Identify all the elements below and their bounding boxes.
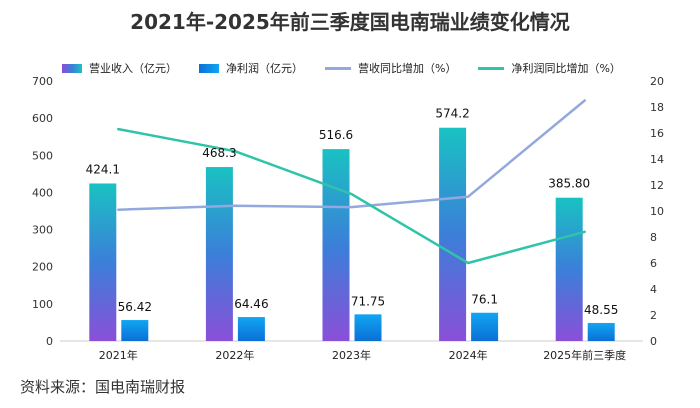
legend-label-revenue: 营业收入（亿元） xyxy=(89,62,177,75)
legend-label-profit: 净利润（亿元） xyxy=(226,62,303,75)
legend-item-revenue: 营业收入（亿元） xyxy=(62,60,177,76)
profit-growth-line xyxy=(117,127,586,265)
profit-data-label: 48.55 xyxy=(584,303,618,317)
revenue-data-label: 516.6 xyxy=(319,128,353,142)
profit-bar xyxy=(471,312,499,341)
profit-data-label: 76.1 xyxy=(471,293,498,307)
y-left-tick-label: 500 xyxy=(32,149,53,162)
revenue-bar xyxy=(205,167,233,341)
x-tick-label: 2021年 xyxy=(99,348,138,362)
data-labels: 424.1 56.42 468.3 64.46 516.6 71.75 574.2 76.1 3… xyxy=(86,107,619,317)
legend: 营业收入（亿元） 净利润（亿元） 营收同比增加（%） 净利润同比增加（%） xyxy=(62,60,643,76)
profit-bar xyxy=(237,317,265,341)
legend-label-revenue-growth: 营收同比增加（%） xyxy=(358,62,457,75)
revenue-bar xyxy=(322,149,350,341)
revenue-bar xyxy=(89,183,117,341)
y-left-tick-label: 100 xyxy=(32,298,53,311)
legend-item-profit-growth: 净利润同比增加（%） xyxy=(478,60,621,76)
legend-swatch-revenue xyxy=(62,63,82,73)
profit-bar xyxy=(354,314,382,341)
legend-swatch-profit xyxy=(199,63,219,73)
legend-swatch-profit-growth xyxy=(478,66,505,70)
x-tick-label: 2022年 xyxy=(215,348,254,362)
y-left-tick-label: 400 xyxy=(32,186,53,199)
line-series xyxy=(117,99,586,265)
profit-data-label: 56.42 xyxy=(118,300,152,314)
revenue-bar xyxy=(555,197,583,341)
y-right-tick-label: 10 xyxy=(650,205,664,218)
bar-series xyxy=(89,127,615,342)
revenue-data-label: 574.2 xyxy=(435,107,469,121)
legend-label-profit-growth: 净利润同比增加（%） xyxy=(511,62,621,75)
legend-item-profit: 净利润（亿元） xyxy=(199,60,303,76)
revenue-data-label: 468.3 xyxy=(202,146,236,160)
y-right-tick-label: 14 xyxy=(650,153,664,166)
profit-bar xyxy=(121,320,149,341)
revenue-bar xyxy=(439,127,467,342)
legend-item-revenue-growth: 营收同比增加（%） xyxy=(325,60,456,76)
y-left-tick-label: 200 xyxy=(32,261,53,274)
revenue-data-label: 385.80 xyxy=(548,177,590,191)
legend-swatch-revenue-growth xyxy=(325,66,351,70)
x-axis-labels: 2021年 2022年 2023年 2024年 2025年前三季度 xyxy=(99,348,626,362)
y-left-tick-label: 300 xyxy=(32,224,53,237)
y-right-tick-label: 8 xyxy=(650,231,657,244)
revenue-data-label: 424.1 xyxy=(86,162,120,176)
y-axis-left: 0 100 200 300 400 500 600 700 xyxy=(32,75,53,348)
x-tick-label: 2025年前三季度 xyxy=(543,348,626,362)
y-right-tick-label: 18 xyxy=(650,101,664,114)
y-right-tick-label: 16 xyxy=(650,127,664,140)
chart-title: 2021年-2025年前三季度国电南瑞业绩变化情况 xyxy=(130,10,570,34)
revenue-growth-line xyxy=(117,99,586,211)
profit-bar xyxy=(587,322,615,341)
x-tick-label: 2024年 xyxy=(449,348,488,362)
profit-data-label: 64.46 xyxy=(234,297,268,311)
y-left-tick-label: 0 xyxy=(46,335,53,348)
y-right-tick-label: 2 xyxy=(650,309,657,322)
y-right-tick-label: 12 xyxy=(650,179,664,192)
y-left-tick-label: 700 xyxy=(32,75,53,88)
y-axis-right: 0 2 4 6 8 10 12 14 16 18 20 xyxy=(650,75,664,348)
y-left-tick-label: 600 xyxy=(32,112,53,125)
x-tick-label: 2023年 xyxy=(332,348,371,362)
y-right-tick-label: 4 xyxy=(650,283,657,296)
y-right-tick-label: 20 xyxy=(650,75,664,88)
y-right-tick-label: 0 xyxy=(650,335,657,348)
source-note: 资料来源：国电南瑞财报 xyxy=(20,378,186,396)
profit-data-label: 71.75 xyxy=(351,294,385,308)
y-right-tick-label: 6 xyxy=(650,257,657,270)
